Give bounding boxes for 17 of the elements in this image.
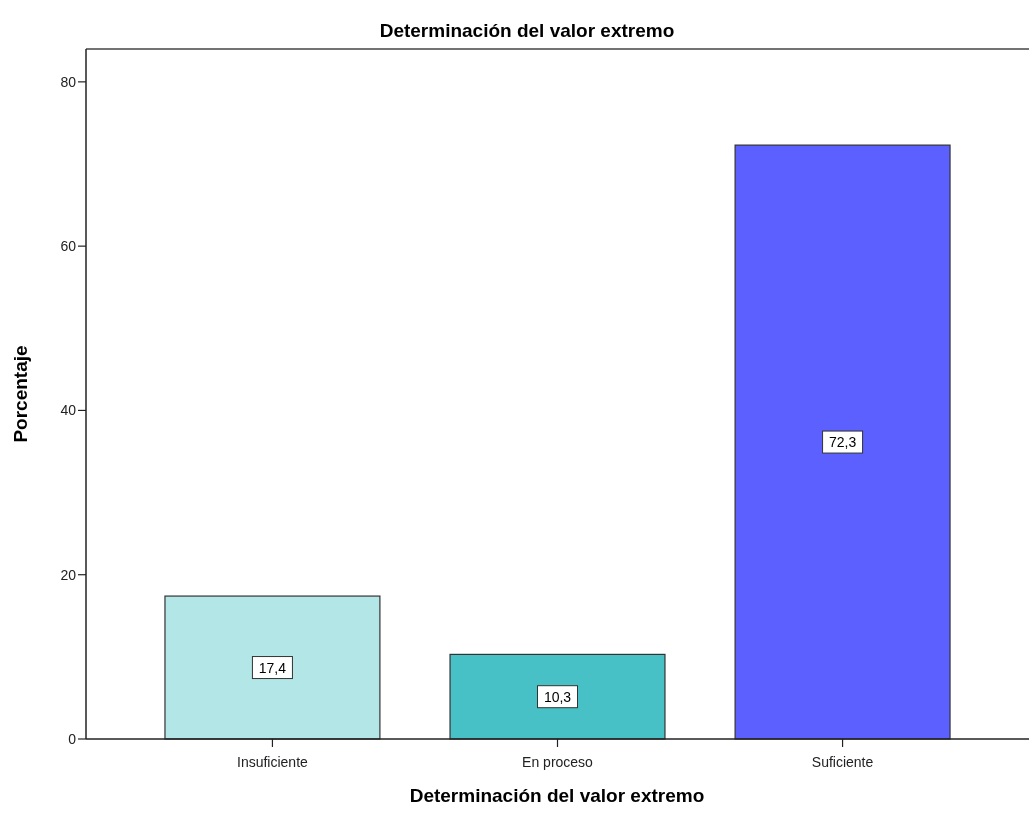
x-tick-label: Insuficiente	[237, 754, 309, 770]
bar	[164, 595, 381, 740]
x-tick-label: En proceso	[522, 754, 594, 770]
y-tick-label: 20	[60, 566, 77, 583]
data-label: 10,3	[543, 688, 572, 705]
y-tick-label: 40	[60, 402, 77, 419]
data-label: 17,4	[258, 659, 287, 676]
y-tick-label: 80	[60, 73, 77, 90]
y-tick-label: 0	[68, 731, 77, 747]
data-label: 72,3	[828, 434, 857, 451]
chart-title: Determinación del valor extremo	[379, 20, 675, 41]
x-tick-label: Suficiente	[811, 754, 874, 770]
y-tick-label: 60	[60, 238, 77, 255]
x-axis-title: Determinación del valor extremo	[409, 785, 705, 806]
bar	[449, 653, 666, 740]
bar	[734, 144, 951, 740]
y-axis-title: Porcentaje	[10, 345, 31, 443]
